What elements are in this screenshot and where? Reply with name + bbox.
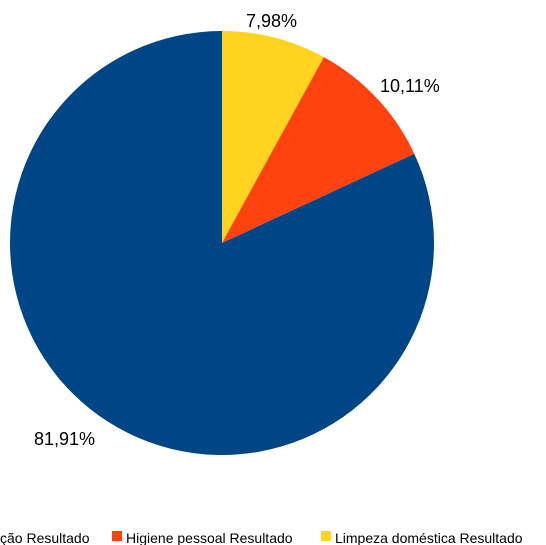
slice-higiene xyxy=(222,57,415,243)
legend-label-alimentacao: ção Resultado xyxy=(0,530,90,545)
pie-slices xyxy=(9,31,434,455)
slice-limpeza xyxy=(222,31,324,243)
data-label-limpeza: 7,98% xyxy=(246,11,297,31)
data-label-alimentacao: 81,91% xyxy=(34,429,95,449)
legend-swatch-limpeza xyxy=(321,531,331,541)
slice-alimentacao xyxy=(9,31,434,455)
legend-swatch-higiene xyxy=(112,531,122,541)
legend-label-higiene: Higiene pessoal Resultado xyxy=(126,530,293,545)
pie-data-labels: 81,91% 10,11% 7,98% xyxy=(34,11,440,449)
legend-label-limpeza: Limpeza doméstica Resultado xyxy=(335,530,523,545)
legend: ção Resultado Higiene pessoal Resultado … xyxy=(0,530,523,545)
data-label-higiene: 10,11% xyxy=(380,76,440,96)
